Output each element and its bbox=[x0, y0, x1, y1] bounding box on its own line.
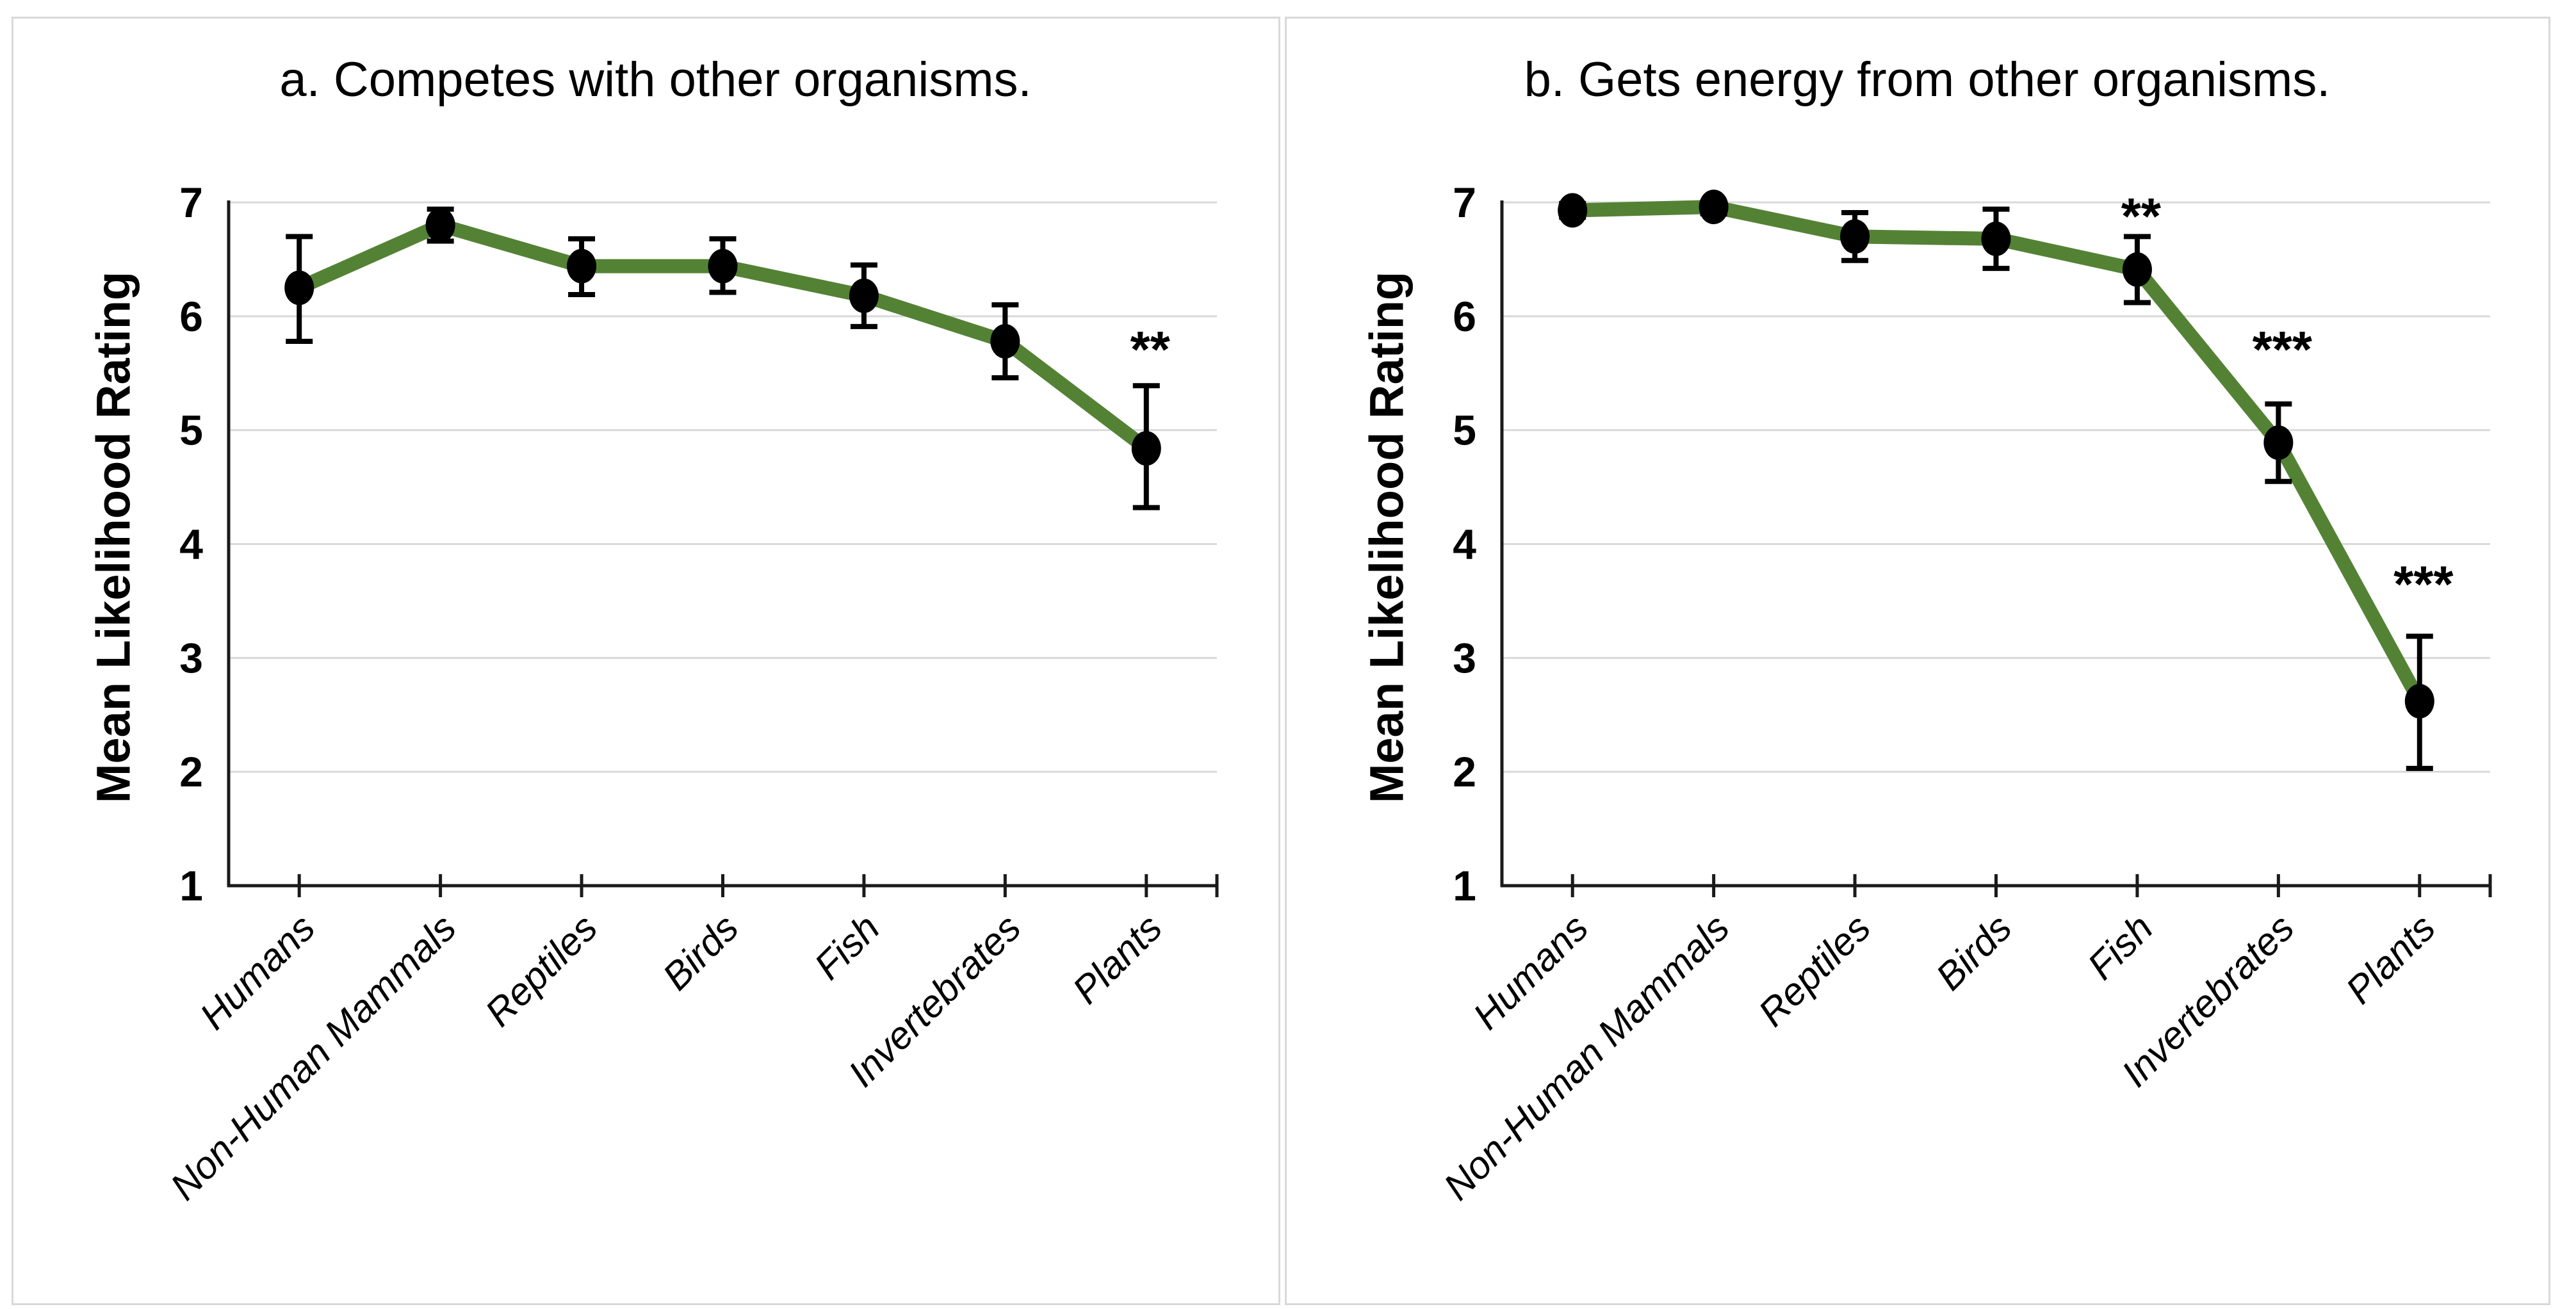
x-category-label: Reptiles bbox=[477, 906, 606, 1035]
x-category-label: Non-Human Mammals bbox=[1435, 906, 1738, 1208]
data-point bbox=[2404, 683, 2434, 719]
data-point bbox=[990, 323, 1020, 359]
data-point bbox=[567, 248, 597, 284]
significance-label: ** bbox=[2121, 188, 2162, 245]
significance-label: ** bbox=[1130, 321, 1171, 378]
chart-title-a: a. Competes with other organisms. bbox=[279, 53, 1032, 107]
data-point bbox=[708, 248, 738, 284]
y-tick-label: 5 bbox=[179, 407, 203, 454]
y-tick-label: 3 bbox=[1453, 634, 1476, 681]
data-point bbox=[425, 207, 455, 243]
y-tick-label: 2 bbox=[1453, 748, 1476, 795]
chart-panel-a: a. Competes with other organisms. Mean L… bbox=[12, 17, 1280, 1305]
x-category-label: Humans bbox=[1465, 906, 1596, 1037]
x-category-label: Humans bbox=[192, 906, 323, 1037]
data-point bbox=[2122, 252, 2152, 287]
chart-title-b: b. Gets energy from other organisms. bbox=[1524, 53, 2331, 107]
x-category-label: Non-Human Mammals bbox=[162, 906, 464, 1208]
data-point bbox=[1699, 190, 1729, 225]
data-point bbox=[2263, 425, 2294, 460]
data-point bbox=[284, 270, 314, 305]
y-tick-label: 7 bbox=[1453, 179, 1476, 226]
x-category-label: Plants bbox=[1064, 906, 1170, 1012]
data-point bbox=[1840, 219, 1870, 254]
data-point bbox=[1981, 221, 2011, 256]
y-tick-label: 3 bbox=[179, 634, 203, 681]
y-tick-label: 4 bbox=[179, 521, 203, 568]
data-point bbox=[1131, 431, 1161, 466]
y-tick-label: 1 bbox=[179, 862, 203, 909]
y-tick-label: 7 bbox=[179, 179, 203, 226]
x-category-label: Fish bbox=[2080, 906, 2162, 988]
y-tick-label: 4 bbox=[1453, 521, 1476, 568]
x-category-label: Birds bbox=[655, 906, 747, 998]
x-category-label: Plants bbox=[2338, 906, 2443, 1012]
x-category-label: Fish bbox=[806, 906, 888, 988]
y-tick-label: 1 bbox=[1453, 862, 1476, 909]
y-tick-label: 5 bbox=[1453, 407, 1476, 454]
significance-label: *** bbox=[2253, 321, 2313, 378]
significance-label: *** bbox=[2393, 555, 2454, 612]
x-category-label: Birds bbox=[1928, 906, 2020, 998]
y-tick-label: 6 bbox=[179, 293, 203, 340]
y-tick-label: 6 bbox=[1453, 293, 1476, 340]
series-line bbox=[1565, 200, 2427, 708]
y-tick-label: 2 bbox=[179, 748, 203, 795]
data-point bbox=[1558, 193, 1588, 228]
data-point bbox=[849, 278, 879, 313]
x-category-label: Reptiles bbox=[1750, 906, 1879, 1035]
chart-panel-b: b. Gets energy from other organisms. Mea… bbox=[1285, 17, 2550, 1305]
